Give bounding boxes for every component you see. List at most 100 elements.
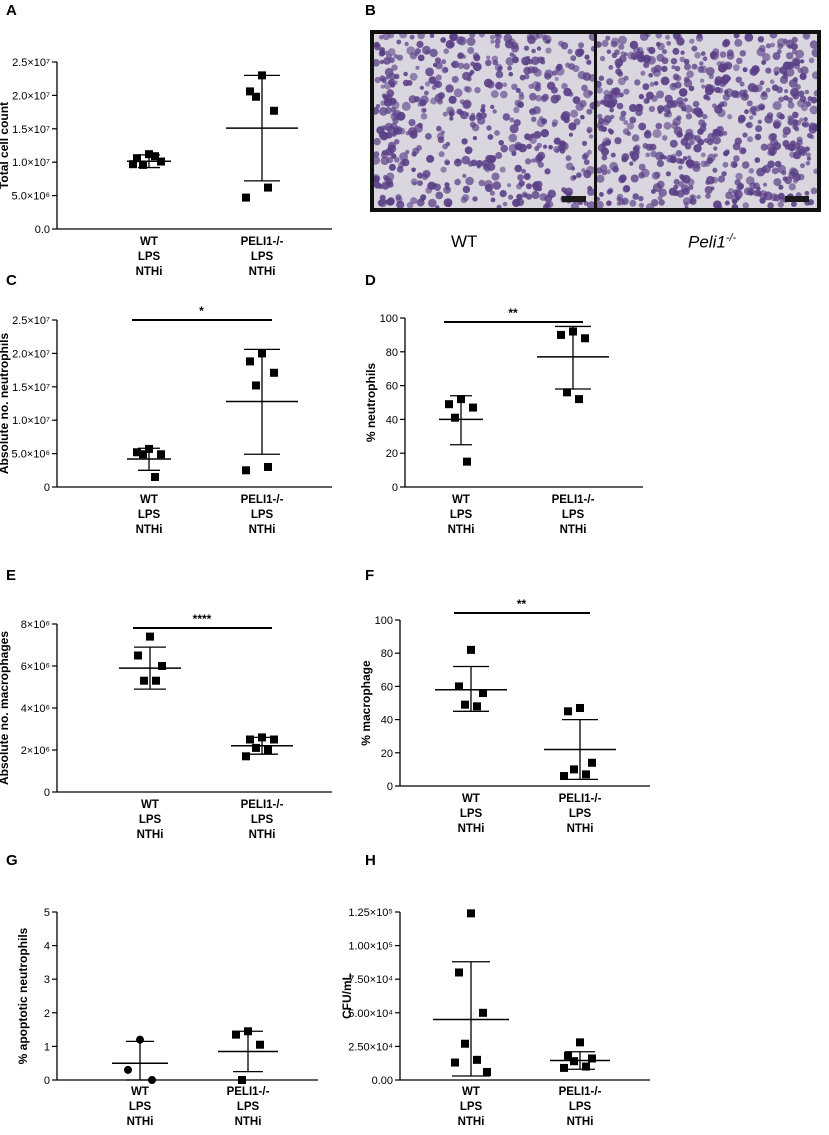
cell (621, 197, 629, 205)
cell (601, 154, 608, 161)
cell (760, 143, 768, 151)
cell (692, 100, 700, 108)
cell (773, 66, 781, 75)
data-point (576, 703, 584, 712)
data-point (145, 444, 153, 453)
y-tick-label: 1.5×10⁷ (12, 124, 50, 136)
cell (445, 84, 454, 93)
cell (645, 203, 655, 208)
cell (787, 97, 793, 103)
cell (626, 131, 632, 136)
cell (649, 143, 657, 151)
cell (665, 171, 671, 177)
cell (655, 34, 663, 39)
cell (699, 61, 704, 66)
cell (525, 158, 532, 165)
cell (550, 94, 560, 104)
chart-f: 0 20 40 60 80 100 % macrophage WT LPS NTHi PELI1-/… (359, 597, 650, 835)
cell (496, 204, 502, 208)
cell (687, 155, 692, 160)
cell (478, 179, 485, 187)
cell (583, 89, 592, 99)
cell (782, 176, 788, 182)
cell (789, 146, 795, 152)
cell (659, 154, 664, 160)
cell (502, 113, 511, 121)
cell (704, 160, 711, 167)
cell (495, 81, 503, 90)
cell (406, 46, 415, 55)
cell (712, 167, 718, 173)
cell (655, 122, 663, 130)
cell (781, 170, 787, 176)
cell (695, 34, 704, 42)
y-tick-label: 20 (386, 448, 398, 460)
cell (419, 197, 425, 202)
cell (568, 132, 573, 137)
cell (597, 196, 600, 202)
cell (378, 198, 387, 208)
cell (580, 114, 585, 120)
data-point (246, 87, 254, 96)
cell (399, 152, 408, 161)
cell (597, 174, 605, 183)
cell (518, 143, 527, 153)
significance-label: **** (193, 612, 212, 626)
cell (638, 93, 645, 100)
cell (384, 107, 392, 114)
cell (535, 180, 543, 189)
cell (393, 139, 400, 145)
cell (804, 190, 810, 196)
cell (675, 150, 683, 157)
cell (774, 160, 782, 168)
cell (467, 47, 475, 54)
cell (408, 127, 417, 137)
micrograph-caption-wt: WT (451, 232, 478, 251)
cell (757, 36, 765, 43)
cell (405, 149, 410, 155)
cell (656, 159, 664, 168)
category-label: NTHi (127, 1116, 154, 1128)
cell (629, 116, 637, 124)
cell (623, 120, 629, 125)
y-tick-label: 5 (44, 907, 50, 919)
y-tick-label: 2.0×10⁷ (12, 348, 50, 360)
data-point (151, 472, 159, 481)
cell (494, 38, 501, 45)
cell (615, 68, 622, 75)
cell (666, 40, 672, 46)
cell (648, 105, 655, 113)
cell (619, 115, 626, 122)
cell (638, 163, 646, 171)
cell (457, 62, 465, 69)
cell (572, 96, 581, 104)
category-label: WT (140, 236, 158, 248)
cell (683, 97, 688, 102)
cell (614, 49, 620, 56)
cell (527, 66, 536, 74)
cell (724, 89, 729, 95)
cell (791, 36, 798, 43)
cell (475, 160, 483, 167)
cell (706, 96, 711, 101)
cell (387, 48, 396, 56)
cell (601, 40, 609, 47)
y-tick-label: 7.50×10⁴ (348, 974, 393, 986)
cell (807, 96, 813, 102)
cell (480, 107, 486, 113)
data-point (270, 106, 278, 115)
cell (777, 38, 786, 47)
cell (486, 55, 491, 60)
cell (432, 62, 438, 68)
data-point (252, 381, 260, 390)
data-point (560, 1063, 568, 1072)
cell (443, 48, 449, 54)
cell (511, 83, 518, 90)
cell (466, 37, 476, 46)
data-point (256, 1040, 264, 1049)
scale-bar (562, 196, 586, 202)
significance-label: ** (508, 306, 518, 320)
cell (484, 166, 491, 173)
cell (623, 184, 631, 193)
cell (381, 78, 387, 84)
